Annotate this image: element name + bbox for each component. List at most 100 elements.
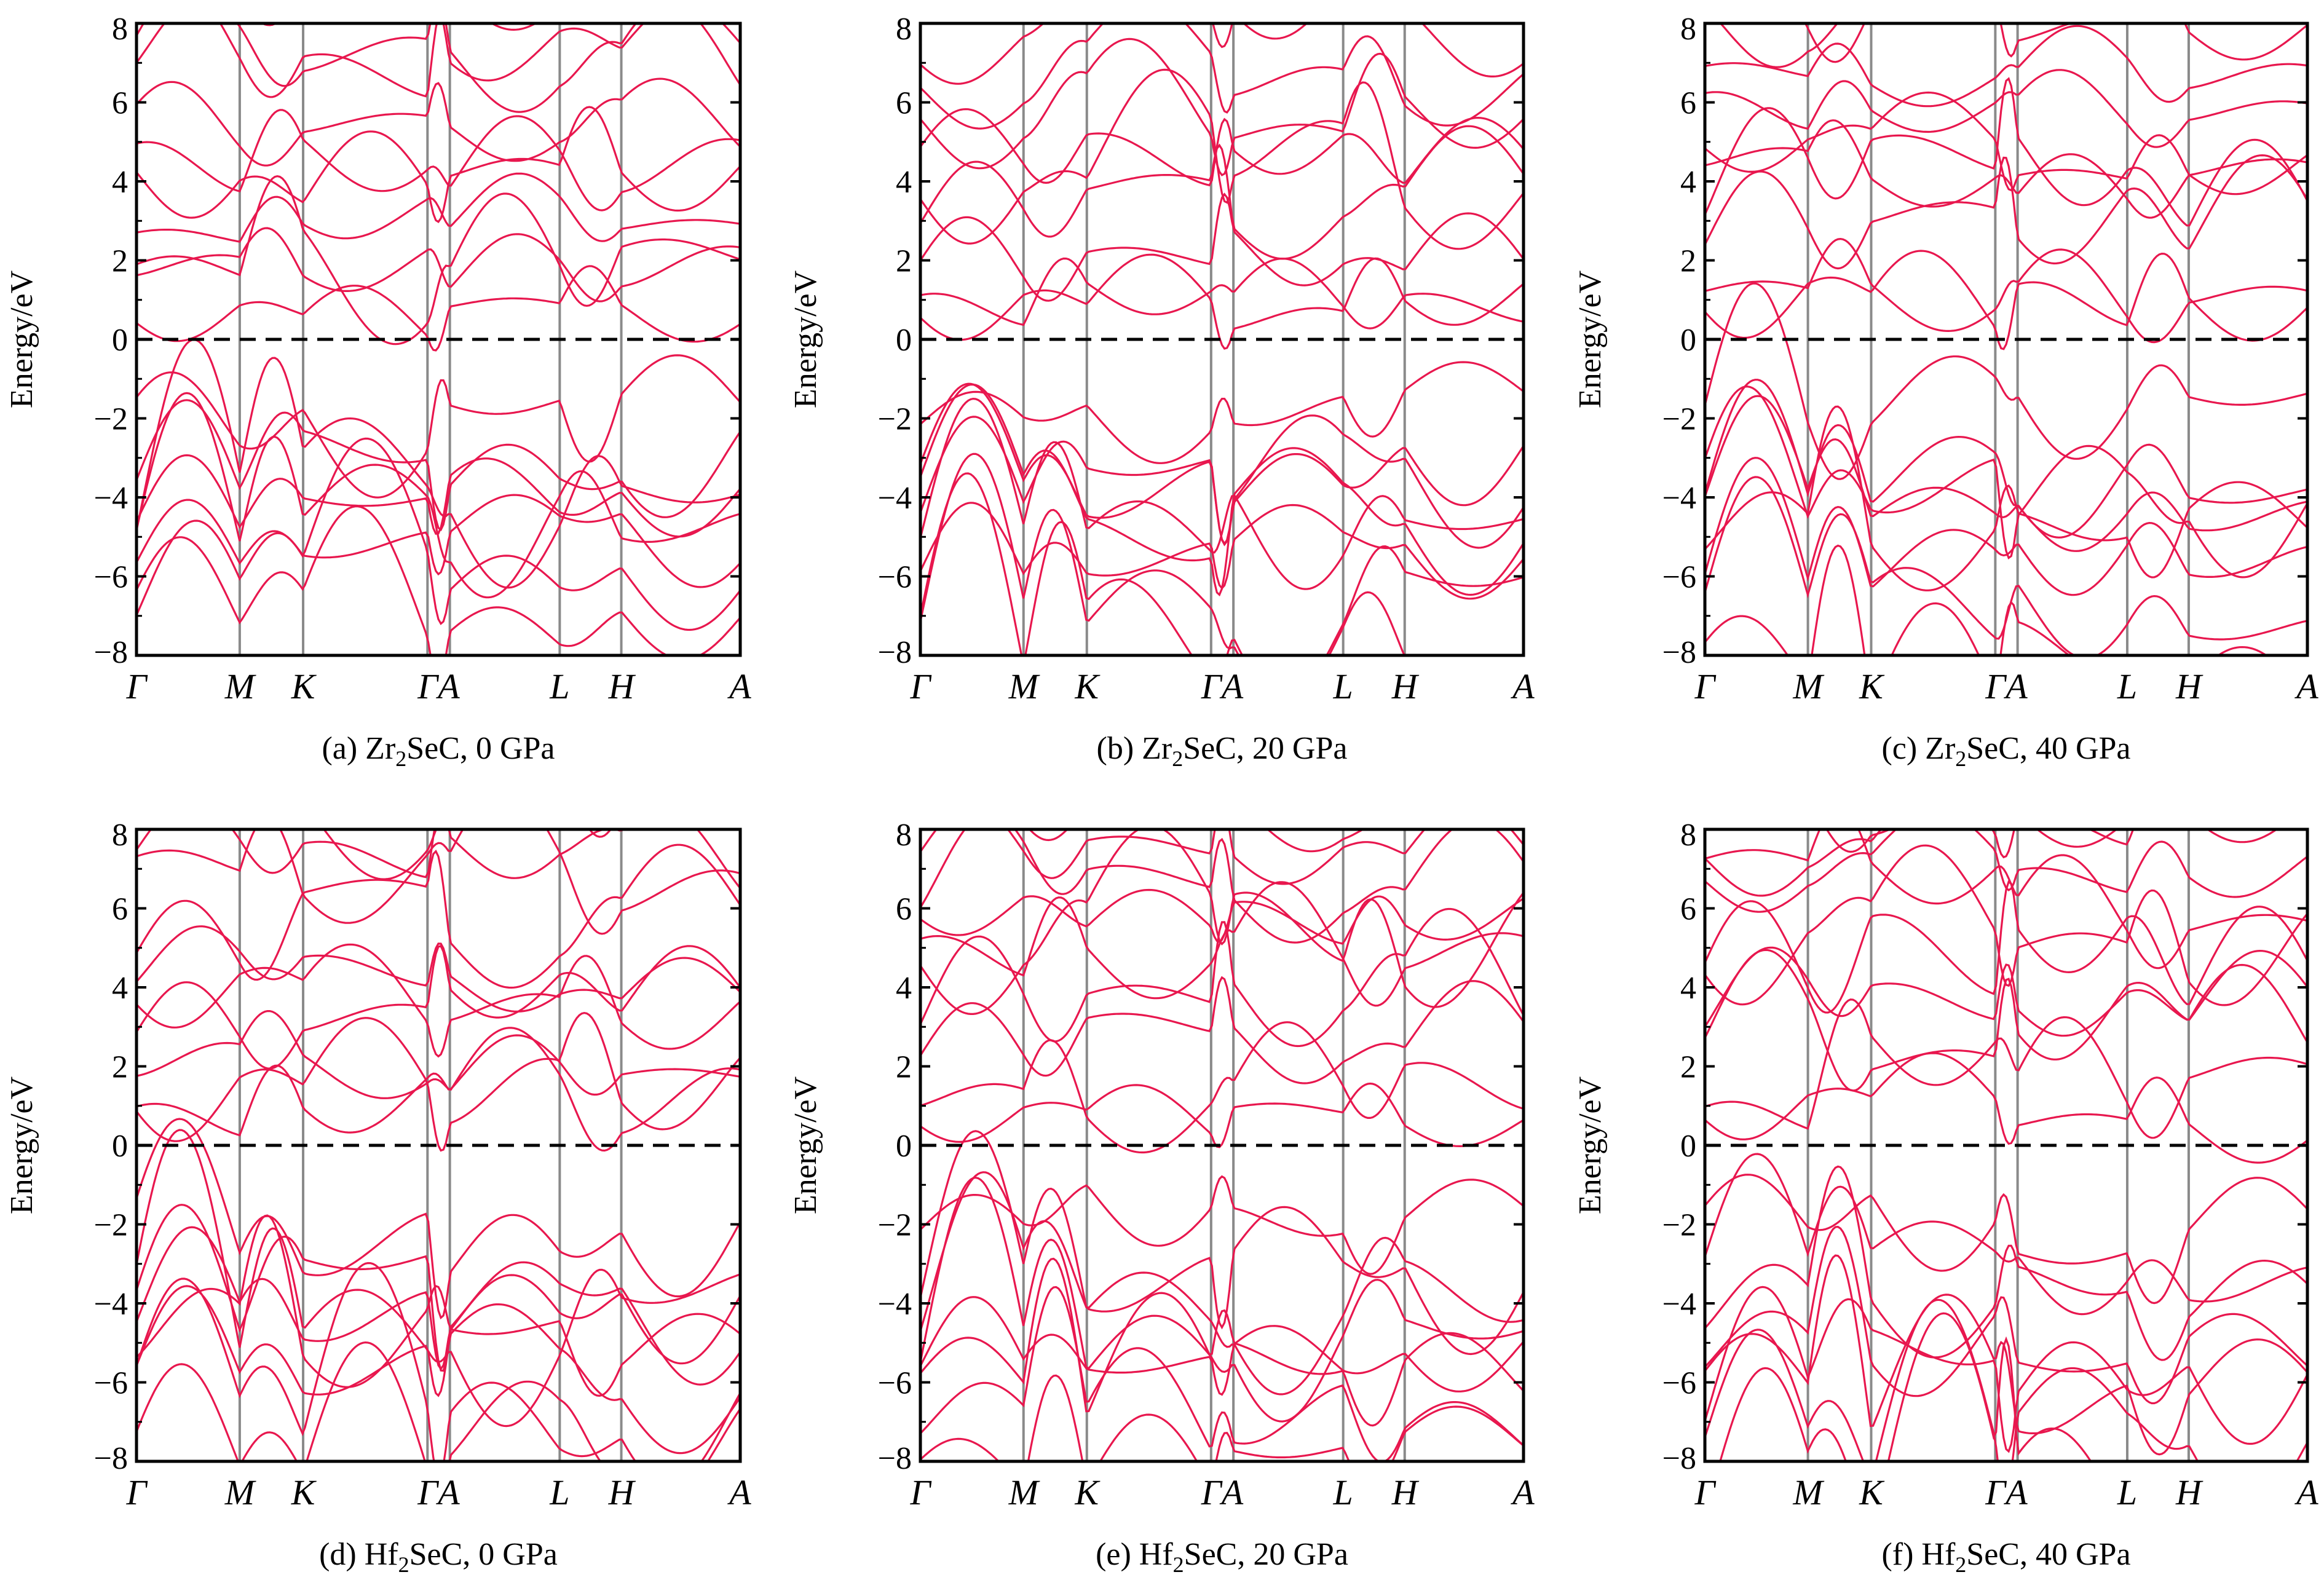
band-lines xyxy=(1705,23,2307,655)
y-tick-label: 4 xyxy=(112,971,128,1006)
conduction-band xyxy=(1825,829,2119,853)
k-point-label: H xyxy=(1391,1472,1420,1512)
conduction-band xyxy=(1705,829,2307,970)
valence-band xyxy=(920,1296,1524,1396)
k-point-label: ΓA xyxy=(417,666,460,706)
conduction-band xyxy=(920,192,1524,302)
k-point-label: K xyxy=(1074,1472,1101,1512)
conduction-band xyxy=(920,257,1524,330)
y-axis-label: Energy/eV xyxy=(4,271,39,408)
valence-band xyxy=(920,1175,1524,1275)
conduction-band xyxy=(136,829,740,889)
valence-band xyxy=(136,1285,740,1455)
y-tick-label: 4 xyxy=(1680,165,1696,200)
y-tick-label: −6 xyxy=(1662,1366,1696,1401)
conduction-band xyxy=(1705,69,2307,148)
conduction-band xyxy=(1028,829,1366,853)
conduction-band xyxy=(136,829,740,935)
y-tick-label: −4 xyxy=(1662,481,1696,516)
k-point-label: H xyxy=(1391,666,1420,706)
conduction-band xyxy=(136,175,740,346)
valence-band xyxy=(136,354,740,499)
conduction-band xyxy=(136,172,740,243)
conduction-band xyxy=(920,253,1524,350)
valence-band xyxy=(136,1226,740,1386)
y-tick-label: −2 xyxy=(1662,1208,1696,1243)
k-point-label: L xyxy=(549,666,569,706)
k-point-label: A xyxy=(2294,666,2318,706)
band-lines xyxy=(1705,829,2307,1461)
conduction-band xyxy=(1705,77,2307,227)
y-axis-label: Energy/eV xyxy=(788,1076,823,1214)
valence-band xyxy=(1705,385,2307,579)
valence-band xyxy=(1705,1254,2307,1456)
valence-band xyxy=(920,502,1524,600)
k-point-label: A xyxy=(1510,1472,1535,1512)
y-tick-label: 0 xyxy=(112,323,128,358)
y-tick-label: −8 xyxy=(1662,1441,1696,1476)
k-point-label: L xyxy=(1333,666,1353,706)
k-point-label: H xyxy=(608,1472,636,1512)
conduction-band xyxy=(1705,25,2307,108)
valence-band xyxy=(920,452,1524,655)
k-point-label: H xyxy=(2175,1472,2203,1512)
conduction-band xyxy=(1705,844,2307,1006)
conduction-band xyxy=(1705,998,2307,1139)
valence-band xyxy=(920,1176,1524,1423)
y-tick-label: −8 xyxy=(94,1441,128,1476)
y-tick-label: 4 xyxy=(112,165,128,200)
valence-band xyxy=(136,1262,740,1461)
panel-caption: (a) Zr2SeC, 0 GPa xyxy=(322,731,555,771)
conduction-band xyxy=(920,1021,1524,1154)
k-point-label: K xyxy=(1859,666,1885,706)
y-tick-label: −6 xyxy=(94,1366,128,1401)
k-point-label: K xyxy=(1859,1472,1885,1512)
k-point-label: L xyxy=(2117,1472,2137,1512)
y-tick-label: −6 xyxy=(878,560,912,595)
band-lines xyxy=(136,23,740,655)
conduction-band xyxy=(136,944,740,1070)
y-tick-label: 6 xyxy=(896,86,912,121)
k-point-label: K xyxy=(1074,666,1101,706)
conduction-band xyxy=(136,843,740,989)
conduction-band xyxy=(1705,946,2307,1037)
y-tick-label: 6 xyxy=(896,892,912,927)
y-tick-label: 4 xyxy=(1680,971,1696,1006)
y-tick-label: 6 xyxy=(1680,86,1696,121)
valence-band xyxy=(1705,544,2268,655)
k-point-label: A xyxy=(727,1472,751,1512)
conduction-band xyxy=(136,925,740,1013)
k-point-label: Γ xyxy=(126,666,148,706)
valence-band xyxy=(136,1118,740,1320)
conduction-band xyxy=(136,1010,740,1099)
panel-caption: (b) Zr2SeC, 20 GPa xyxy=(1097,731,1348,771)
k-point-label: Γ xyxy=(1694,666,1717,706)
valence-band xyxy=(136,338,740,589)
valence-band xyxy=(1705,1174,2307,1305)
conduction-band xyxy=(136,1027,740,1152)
conduction-band xyxy=(920,907,1524,1048)
panel-1: 8 6 4 2 0 −2 −4 −6 −8 Energy/eV Γ M K ΓA L H A (a) Zr2SeC… xyxy=(4,12,751,771)
panel-6: 8 6 4 2 0 −2 −4 −6 −8 Energy/eV Γ M K ΓA L H A (f) Hf2SeC… xyxy=(1573,818,2318,1577)
y-tick-label: 4 xyxy=(896,165,912,200)
y-axis-label: Energy/eV xyxy=(4,1076,39,1214)
y-tick-label: 8 xyxy=(112,12,128,47)
y-tick-label: 2 xyxy=(1680,1050,1696,1085)
k-point-label: M xyxy=(224,1472,256,1512)
k-point-label: A xyxy=(1510,666,1535,706)
conduction-band xyxy=(920,829,1524,1015)
conduction-band xyxy=(260,23,538,31)
k-point-label: Γ xyxy=(910,666,932,706)
valence-band xyxy=(920,1374,1524,1461)
k-point-label: ΓA xyxy=(1201,1472,1244,1512)
y-tick-label: −6 xyxy=(94,560,128,595)
valence-band xyxy=(1705,395,2307,552)
conduction-band xyxy=(920,888,1524,945)
valence-band xyxy=(136,1341,740,1461)
y-axis-label: Energy/eV xyxy=(788,271,823,408)
y-axis-label: Energy/eV xyxy=(1573,1076,1608,1214)
y-tick-label: 6 xyxy=(112,86,128,121)
conduction-band xyxy=(1705,829,2307,913)
y-tick-label: 6 xyxy=(1680,892,1696,927)
k-point-label: A xyxy=(727,666,751,706)
